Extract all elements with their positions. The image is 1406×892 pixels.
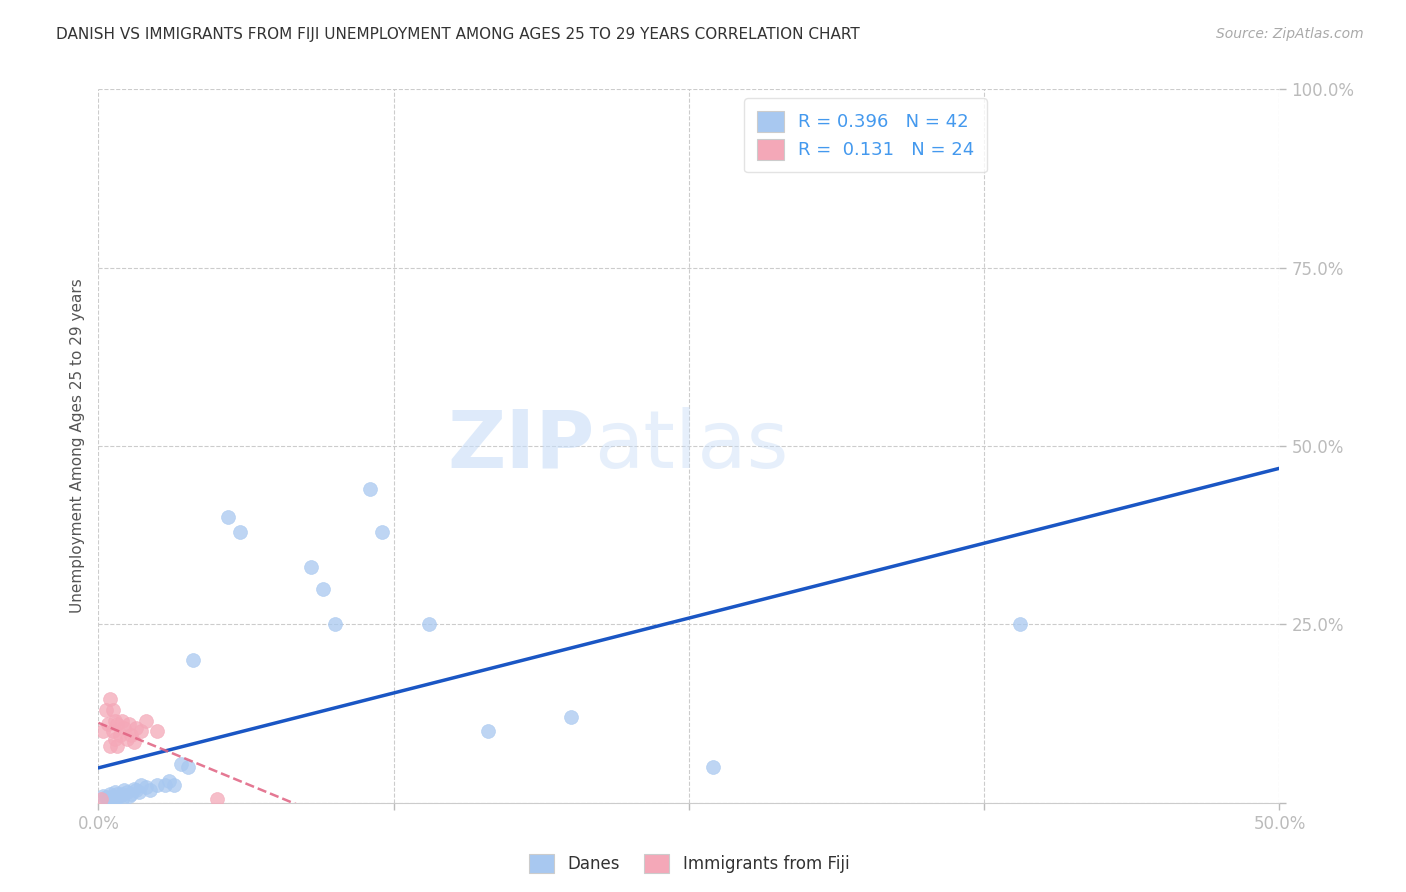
Point <box>104 790 127 805</box>
Point <box>217 510 239 524</box>
Point <box>139 783 162 797</box>
Point <box>125 721 148 735</box>
Point <box>104 731 127 746</box>
Point <box>101 703 124 717</box>
Point <box>129 724 152 739</box>
Point <box>229 524 252 539</box>
Point <box>418 617 440 632</box>
Point <box>146 778 169 792</box>
Point <box>122 781 145 796</box>
Text: ZIP: ZIP <box>447 407 595 485</box>
Point <box>323 617 346 632</box>
Text: DANISH VS IMMIGRANTS FROM FIJI UNEMPLOYMENT AMONG AGES 25 TO 29 YEARS CORRELATIO: DANISH VS IMMIGRANTS FROM FIJI UNEMPLOYM… <box>56 27 860 42</box>
Point <box>129 778 152 792</box>
Point <box>135 780 157 794</box>
Point <box>101 724 124 739</box>
Point <box>560 710 582 724</box>
Point <box>105 717 128 731</box>
Point <box>111 791 134 805</box>
Point <box>157 774 180 789</box>
Point <box>97 717 120 731</box>
Point <box>104 785 127 799</box>
Point <box>101 792 124 806</box>
Point <box>170 756 193 771</box>
Point <box>104 714 127 728</box>
Point <box>702 760 724 774</box>
Point <box>371 524 394 539</box>
Point <box>108 789 131 803</box>
Point <box>312 582 335 596</box>
Point <box>153 778 176 792</box>
Point <box>121 787 143 801</box>
Point <box>98 787 121 801</box>
Point <box>128 785 150 799</box>
Point <box>121 728 143 742</box>
Point <box>205 792 228 806</box>
Point <box>111 787 134 801</box>
Point <box>94 703 117 717</box>
Point <box>108 728 131 742</box>
Point <box>90 792 112 806</box>
Point <box>115 785 138 799</box>
Point <box>105 787 128 801</box>
Point <box>98 692 121 706</box>
Point <box>146 724 169 739</box>
Point <box>1008 617 1031 632</box>
Point <box>105 790 128 805</box>
Point <box>163 778 186 792</box>
Point <box>91 789 114 803</box>
Legend: Danes, Immigrants from Fiji: Danes, Immigrants from Fiji <box>522 847 856 880</box>
Point <box>122 735 145 749</box>
Point <box>111 714 134 728</box>
Text: Source: ZipAtlas.com: Source: ZipAtlas.com <box>1216 27 1364 41</box>
Point <box>299 560 322 574</box>
Point <box>91 724 114 739</box>
Point <box>181 653 204 667</box>
Point <box>112 721 135 735</box>
Text: atlas: atlas <box>595 407 789 485</box>
Point <box>177 760 200 774</box>
Point <box>359 482 381 496</box>
Point <box>118 717 141 731</box>
Point <box>98 739 121 753</box>
Point <box>135 714 157 728</box>
Point <box>105 739 128 753</box>
Point <box>101 789 124 803</box>
Point <box>125 783 148 797</box>
Y-axis label: Unemployment Among Ages 25 to 29 years: Unemployment Among Ages 25 to 29 years <box>69 278 84 614</box>
Point <box>112 783 135 797</box>
Point <box>477 724 499 739</box>
Point <box>94 790 117 805</box>
Point <box>97 792 120 806</box>
Point <box>115 731 138 746</box>
Point <box>118 789 141 803</box>
